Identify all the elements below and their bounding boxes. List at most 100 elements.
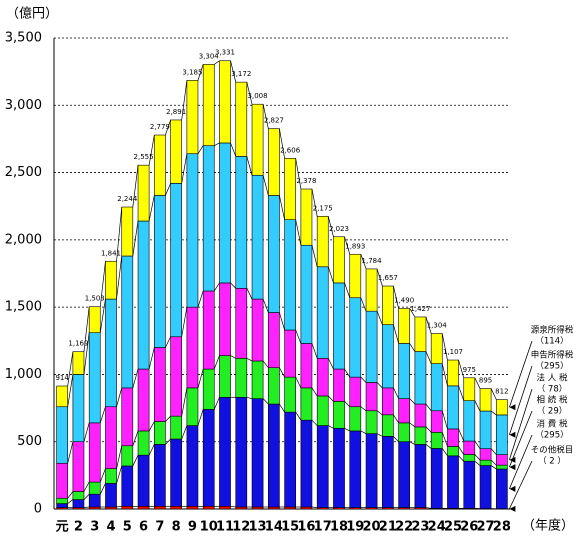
legend-value-label: （295） xyxy=(535,361,568,372)
stack-connector xyxy=(279,368,284,377)
stack-connector xyxy=(231,506,236,507)
bar-segment xyxy=(480,389,491,411)
stack-connector xyxy=(345,369,350,377)
stack-connector xyxy=(165,183,170,195)
stack-connector xyxy=(312,388,317,396)
bar-segment xyxy=(301,245,312,343)
bar-segment xyxy=(366,269,377,311)
stack-connector xyxy=(296,412,301,420)
bar-segment xyxy=(138,506,149,509)
bar-segment xyxy=(480,466,491,509)
bar-segment xyxy=(171,416,182,439)
stack-connector xyxy=(410,399,415,404)
bar-segment xyxy=(187,307,198,388)
bar-segment xyxy=(203,369,214,409)
x-tick-label: 3 xyxy=(90,520,99,535)
stack-connector xyxy=(214,143,219,146)
stack-connector xyxy=(149,444,154,455)
total-label: 1,107 xyxy=(443,348,463,356)
stack-connector xyxy=(442,448,447,455)
bar-segment xyxy=(285,412,296,507)
bar-segment xyxy=(268,313,279,368)
stack-connector xyxy=(312,420,317,425)
y-tick-label: 2,000 xyxy=(5,232,42,247)
stack-connector xyxy=(442,334,447,361)
bar-segment xyxy=(480,460,491,465)
total-label: 2,555 xyxy=(134,153,154,161)
stack-connector xyxy=(328,267,333,283)
bar-segment xyxy=(73,352,84,375)
y-tick-label: 500 xyxy=(17,434,42,449)
total-label: 3,008 xyxy=(248,92,268,100)
bar-segment xyxy=(252,507,263,509)
bar-segment xyxy=(496,465,507,469)
stack-connector xyxy=(296,377,301,388)
bar-segment xyxy=(333,237,344,283)
stack-connector xyxy=(100,299,105,333)
stack-connector xyxy=(182,307,187,337)
stack-connector xyxy=(84,494,89,499)
bar-segment xyxy=(171,120,182,183)
total-label: 2,891 xyxy=(166,108,186,116)
stack-connector xyxy=(459,386,464,401)
total-label: 1,427 xyxy=(410,305,430,313)
stack-connector xyxy=(426,427,431,432)
bar-segment xyxy=(382,436,393,507)
bar-segment xyxy=(317,267,328,359)
stack-connector xyxy=(68,442,73,464)
bar-segment xyxy=(350,431,361,508)
bar-segment xyxy=(203,146,214,291)
bar-segment xyxy=(122,446,133,466)
bar-segment xyxy=(382,415,393,437)
bar-segment xyxy=(285,377,296,412)
stack-connector xyxy=(231,356,236,359)
bar-segment xyxy=(431,411,442,433)
stack-connector xyxy=(133,455,138,466)
legend-arrow xyxy=(509,341,532,407)
bar-segment xyxy=(73,374,84,441)
bar-segment xyxy=(219,143,230,283)
legend-label: その他税目 xyxy=(531,445,574,456)
total-label: 1,503 xyxy=(85,295,105,303)
stack-connector xyxy=(133,431,138,446)
bar-segment xyxy=(236,397,247,507)
y-unit-label: （億円） xyxy=(6,6,58,22)
y-tick-label: 3,500 xyxy=(5,31,42,46)
bar-segment xyxy=(399,399,410,423)
stack-connector xyxy=(475,454,480,460)
stack-connector xyxy=(426,508,431,509)
legend-value-label: （295） xyxy=(535,430,568,441)
stack-connector xyxy=(426,352,431,364)
bar-segment xyxy=(187,426,198,507)
total-label: 1,490 xyxy=(394,296,414,304)
bar-segment xyxy=(464,378,475,401)
bar-segment xyxy=(268,404,279,507)
bar-segment xyxy=(399,442,410,508)
bar-segment xyxy=(447,386,458,429)
bar-segment xyxy=(447,456,458,508)
stack-connector xyxy=(133,221,138,256)
stack-connector xyxy=(263,399,268,404)
bar-segment xyxy=(171,337,182,416)
stack-connector xyxy=(84,482,89,491)
bar-segment xyxy=(252,299,263,361)
bar-segment xyxy=(350,298,361,377)
bar-segment xyxy=(105,407,116,469)
bar-segment xyxy=(236,358,247,397)
bar-segment xyxy=(317,426,328,508)
total-label: 1,784 xyxy=(362,257,383,265)
legend-label: 消 費 税 xyxy=(537,419,568,430)
bar-segment xyxy=(154,195,165,347)
stack-connector xyxy=(263,361,268,368)
bar-segment xyxy=(138,455,149,506)
bar-segment xyxy=(122,506,133,509)
total-label: 975 xyxy=(463,366,476,374)
stack-connector xyxy=(312,343,317,358)
legend-label: 相 続 税 xyxy=(537,395,568,406)
stack-connector xyxy=(393,436,398,441)
total-label: 914 xyxy=(55,374,69,382)
bar-segment xyxy=(138,369,149,431)
stack-connector xyxy=(328,426,333,429)
bar-segment xyxy=(480,411,491,449)
total-label: 2,175 xyxy=(313,204,333,212)
